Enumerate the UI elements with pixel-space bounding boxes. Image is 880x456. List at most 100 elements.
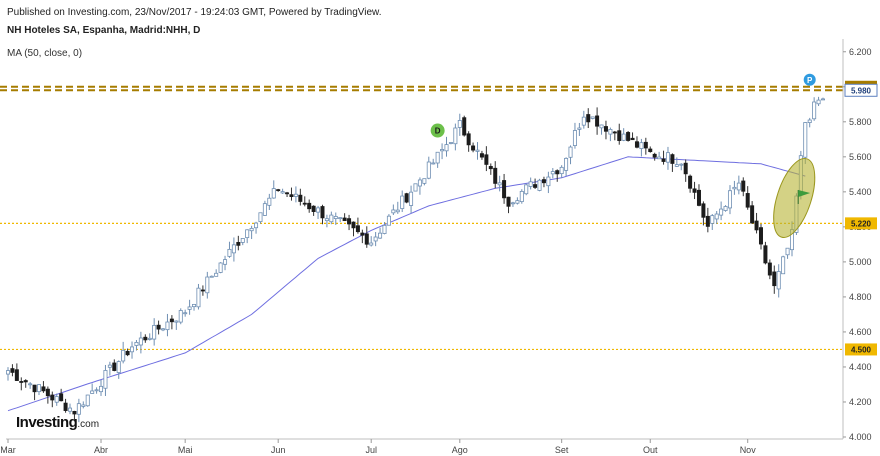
candle <box>634 136 639 149</box>
candle <box>231 237 236 262</box>
candle-body <box>6 370 11 375</box>
candle <box>378 227 383 239</box>
highlight-ellipse <box>773 157 816 238</box>
candle <box>643 137 648 155</box>
candle-body <box>661 158 666 162</box>
candle <box>608 127 613 142</box>
y-tick-label: 4.200 <box>849 397 872 407</box>
candle-body <box>196 287 201 308</box>
candle-body <box>103 370 108 389</box>
candle <box>45 386 50 404</box>
candle-body <box>54 396 59 403</box>
candle <box>510 201 515 207</box>
candle <box>103 364 108 397</box>
candle <box>320 204 325 225</box>
candle <box>772 265 777 294</box>
candle <box>391 204 396 216</box>
candle <box>679 163 684 171</box>
candle <box>541 176 546 188</box>
candle-body <box>351 221 356 229</box>
candle-body <box>107 364 112 368</box>
candle-body <box>603 126 608 132</box>
price-level-tag <box>845 217 877 230</box>
candle <box>767 259 772 280</box>
candle <box>785 247 790 259</box>
candle-body <box>324 218 329 222</box>
candle <box>138 331 143 354</box>
candle <box>90 383 95 394</box>
candle <box>249 225 254 240</box>
candle-body <box>657 156 662 160</box>
candle-body <box>648 148 653 153</box>
candle <box>431 158 436 165</box>
candle <box>81 401 86 409</box>
candle-body <box>621 133 626 141</box>
y-tick-label: 4.600 <box>849 327 872 337</box>
candle-body <box>152 324 157 340</box>
candle <box>462 115 467 137</box>
candle-body <box>493 167 498 184</box>
candle-body <box>143 336 148 341</box>
candle-body <box>200 289 205 292</box>
candle <box>169 315 174 330</box>
candle-body <box>736 182 741 191</box>
candle <box>417 177 422 195</box>
candle-body <box>674 164 679 167</box>
logo-suffix: .com <box>77 419 100 430</box>
candle <box>382 222 387 235</box>
candle <box>781 255 786 275</box>
candle <box>165 313 170 337</box>
candle <box>364 226 369 248</box>
candle-body <box>338 217 343 220</box>
candle <box>506 196 511 214</box>
candle <box>572 122 577 149</box>
candle-body <box>302 202 307 205</box>
candle-body <box>50 394 55 401</box>
candle <box>76 398 81 423</box>
candle <box>400 190 405 213</box>
candle <box>426 156 431 180</box>
candle-body <box>187 306 192 310</box>
candle <box>741 177 746 197</box>
candle <box>821 97 826 101</box>
candle <box>710 214 715 230</box>
candle-body <box>710 215 715 224</box>
candle-body <box>121 349 126 362</box>
candle-body <box>568 146 573 158</box>
x-tick-label: Jun <box>271 445 286 455</box>
candle-body <box>422 178 427 184</box>
candle-body <box>400 195 405 209</box>
candle-body <box>692 188 697 193</box>
candle-body <box>723 206 728 211</box>
flag-icon <box>798 189 811 197</box>
candle <box>665 146 670 170</box>
candle-body <box>510 202 515 205</box>
candle <box>28 382 33 389</box>
candle <box>240 238 245 246</box>
candle-body <box>249 227 254 232</box>
candle <box>107 361 112 376</box>
candle-body <box>76 403 81 415</box>
candle-body <box>821 98 826 101</box>
candle-body <box>19 381 24 383</box>
y-tick-label: 5.600 <box>849 152 872 162</box>
candle-body <box>776 271 781 290</box>
price-level-tag-label: 4.500 <box>851 345 872 354</box>
price-level-tag-label: 5.220 <box>851 219 872 228</box>
candle <box>285 191 290 198</box>
candle <box>528 177 533 190</box>
candle <box>329 211 334 225</box>
candle <box>32 384 37 401</box>
candle <box>630 132 635 141</box>
candle-body <box>413 183 418 192</box>
candle <box>94 387 99 394</box>
candle <box>750 201 755 224</box>
candle-body <box>245 229 250 239</box>
candle-body <box>643 141 648 149</box>
candle <box>236 235 241 251</box>
indicator-label: MA (50, close, 0) <box>7 48 83 59</box>
candle <box>714 211 719 225</box>
candle-body <box>665 152 670 163</box>
candle <box>688 174 693 193</box>
